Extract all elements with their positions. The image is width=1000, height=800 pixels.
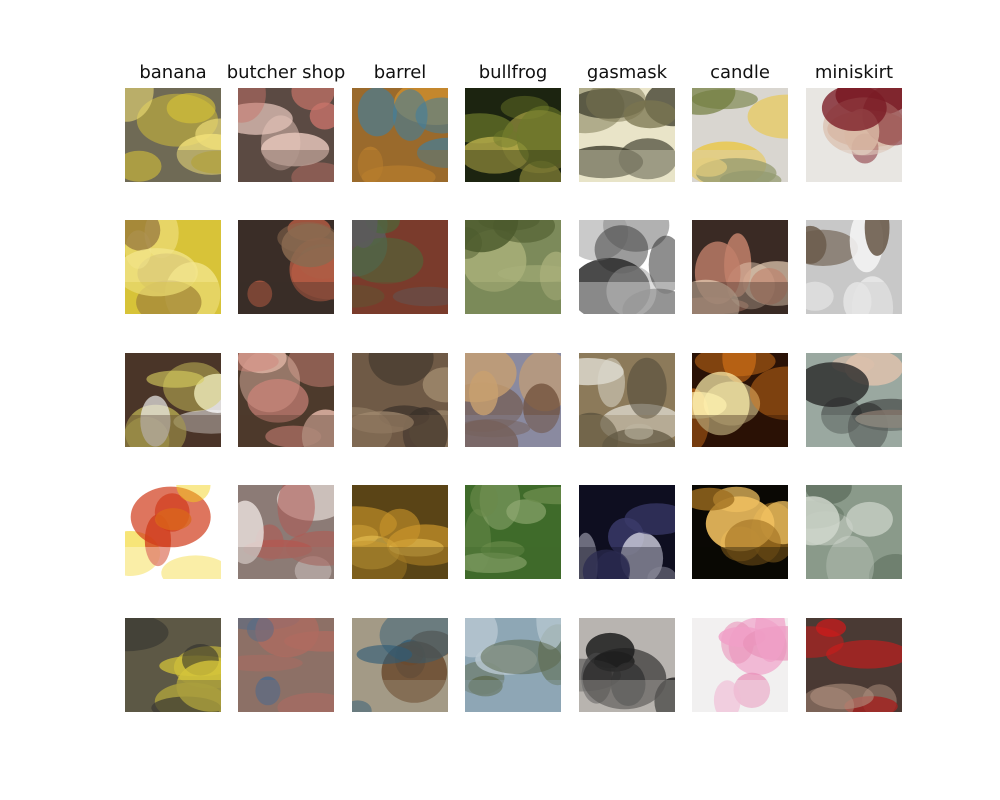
column-title-6: miniskirt [814, 62, 894, 83]
barrel-rodeo-photo [352, 618, 448, 712]
column-title-1: butcher shop [226, 62, 346, 83]
banana-on-table-photo [125, 353, 221, 447]
frog-on-grass-photo [465, 485, 561, 579]
banana-bunch-photo [125, 220, 221, 314]
miniskirt-office-photo [806, 353, 902, 447]
frog-in-grass-photo [465, 220, 561, 314]
wooden-barrel-photo [352, 353, 448, 447]
gasmask-person-photo [579, 353, 675, 447]
column-title-5: candle [710, 62, 770, 83]
miniskirt-hallway-photo [806, 220, 902, 314]
meat-hall-photo [238, 485, 334, 579]
market-stall-photo [238, 88, 334, 182]
pink-candle-photo [692, 618, 788, 712]
outdoor-meat-stall-photo [238, 618, 334, 712]
frog-in-water-photo [465, 618, 561, 712]
gasmask-dark-photo [579, 485, 675, 579]
respirator-product-photo [579, 220, 675, 314]
hanging-meat-photo [238, 220, 334, 314]
column-title-0: banana [139, 62, 207, 83]
rain-barrel-photo [352, 220, 448, 314]
column-title-3: bullfrog [478, 62, 548, 83]
rusty-barrels-photo [352, 88, 448, 182]
banana-bunch-photo [125, 88, 221, 182]
frog-closeup-photo [465, 353, 561, 447]
column-title-4: gasmask [586, 62, 668, 83]
meat-counter-photo [238, 353, 334, 447]
column-title-2: barrel [373, 62, 427, 83]
candle-jars-photo [692, 88, 788, 182]
frog-in-pond-photo [465, 88, 561, 182]
banana-sticker-photo [125, 485, 221, 579]
miniskirt-person-photo [806, 88, 902, 182]
gasmask-portrait-photo [579, 618, 675, 712]
gasmask-face-photo [579, 88, 675, 182]
candle-flame-photo [692, 353, 788, 447]
banana-in-bowl-photo [125, 618, 221, 712]
birthday-candle-photo [692, 220, 788, 314]
candle-glass-holder-photo [692, 485, 788, 579]
miniskirt-mirror-photo [806, 485, 902, 579]
miniskirt-red-photo [806, 618, 902, 712]
stacked-barrels-photo [352, 485, 448, 579]
